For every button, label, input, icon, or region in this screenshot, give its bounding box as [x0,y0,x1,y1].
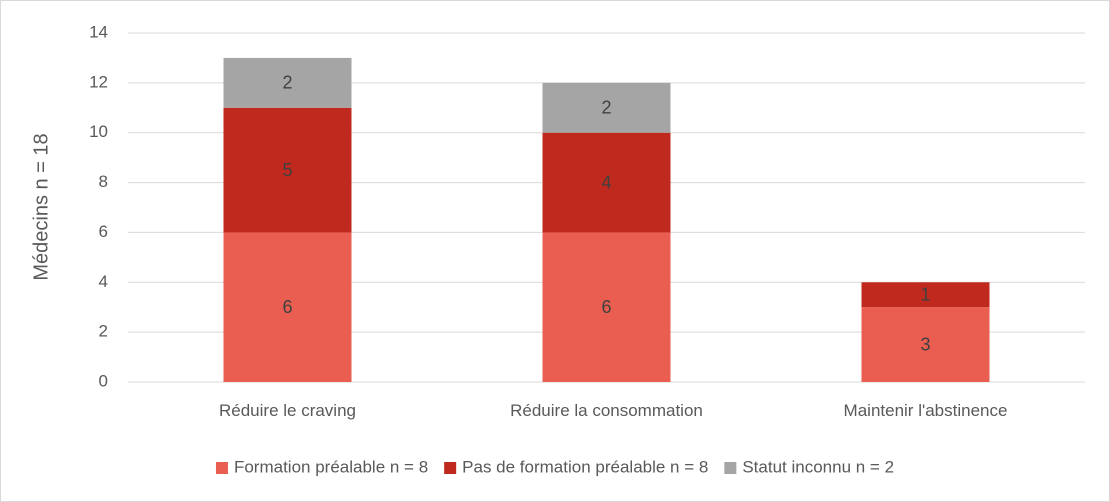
bar-segment [223,107,352,233]
legend-item: Formation préalable n = 8 [215,457,428,476]
bar-segment [861,307,990,382]
data-label: 3 [920,334,930,354]
data-labels: 6 5 2 6 4 2 3 1 [282,73,930,355]
legend-label: Statut inconnu n = 2 [742,457,894,476]
y-tick-label: 14 [89,22,108,41]
y-tick-label: 2 [99,322,108,341]
data-label: 5 [282,160,292,180]
bar-segment [542,82,671,133]
x-axis-categories: Réduire le craving Réduire la consommatio… [219,401,1007,420]
bar-segment [861,282,990,308]
x-category-label: Réduire le craving [219,401,356,420]
y-tick-label: 6 [99,222,108,241]
data-label: 1 [920,285,930,305]
y-tick-label: 8 [99,172,108,191]
data-label: 6 [601,297,611,317]
bar-segment [223,57,352,108]
legend-label: Pas de formation préalable n = 8 [462,457,708,476]
y-tick-label: 10 [89,122,108,141]
data-label: 2 [601,98,611,118]
bar-segment [542,232,671,382]
x-category-label: Réduire la consommation [510,401,703,420]
data-label: 2 [282,73,292,93]
y-axis-title: Médecins n = 18 [30,133,52,280]
x-category-label: Maintenir l'abstinence [844,401,1008,420]
data-label: 4 [601,172,611,192]
y-tick-label: 0 [99,371,108,390]
data-label: 6 [282,297,292,317]
legend-swatch [724,462,737,474]
y-tick-label: 12 [89,72,108,91]
y-axis-ticks: 0 2 4 6 8 10 12 14 [89,22,108,390]
legend: Formation préalable n = 8 Pas de formatio… [215,457,894,476]
legend-swatch [444,462,457,474]
bar-segment [223,232,352,382]
legend-item: Statut inconnu n = 2 [724,457,894,476]
y-tick-label: 4 [99,272,108,291]
legend-item: Pas de formation préalable n = 8 [444,457,708,476]
bar-segment [542,132,671,233]
bars [223,57,990,382]
legend-label: Formation préalable n = 8 [234,457,428,476]
legend-swatch [215,462,228,474]
